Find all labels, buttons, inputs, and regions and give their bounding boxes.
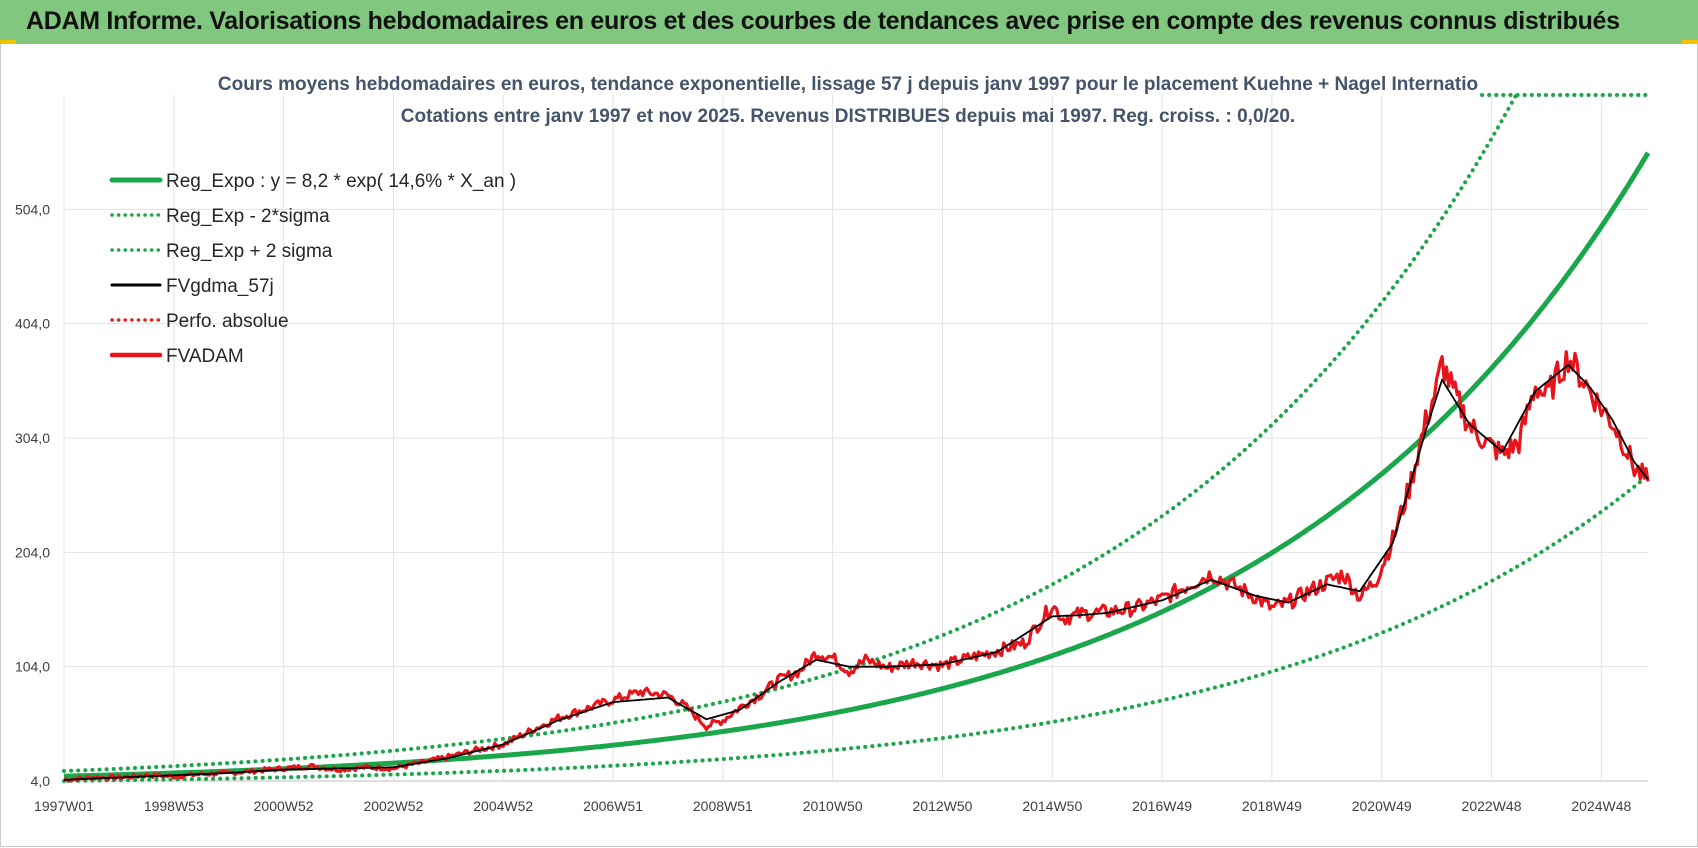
y-tick-label: 304,0 (15, 430, 50, 446)
y-tick-label: 404,0 (15, 316, 50, 332)
x-tick-label: 2020W49 (1352, 798, 1412, 814)
x-tick-label: 2006W51 (583, 798, 643, 814)
series-fvgdma-57j (63, 363, 1649, 781)
x-tick-label: 2004W52 (473, 798, 533, 814)
chart-title-line-1: Cours moyens hebdomadaires en euros, ten… (218, 74, 1478, 95)
chart-title-line-2: Cotations entre janv 1997 et nov 2025. R… (401, 106, 1295, 127)
legend-label: FVADAM (166, 346, 244, 367)
legend-label: FVgdma_57j (166, 276, 274, 297)
x-tick-label: 2000W52 (254, 798, 314, 814)
y-tick-label: 504,0 (15, 201, 50, 217)
x-tick-label: 1997W01 (34, 798, 94, 814)
x-tick-label: 2024W48 (1571, 798, 1631, 814)
legend-label: Reg_Expo : y = 8,2 * exp( 14,6% * X_an ) (166, 171, 516, 192)
x-tick-label: 2010W50 (803, 798, 863, 814)
x-tick-label: 2002W52 (363, 798, 423, 814)
report-title: ADAM Informe. Valorisations hebdomadaire… (26, 7, 1620, 35)
series-fvadam (63, 350, 1650, 783)
x-tick-label: 2018W49 (1242, 798, 1302, 814)
regression-lower-band (62, 473, 1650, 783)
y-tick-label: 104,0 (15, 659, 50, 675)
x-tick-label: 2014W50 (1022, 798, 1082, 814)
y-tick-label: 204,0 (15, 544, 50, 560)
legend-label: Reg_Exp - 2*sigma (166, 206, 330, 227)
chart-title-block: Cours moyens hebdomadaires en euros, ten… (218, 74, 1478, 127)
legend-label: Reg_Exp + 2 sigma (166, 241, 333, 262)
x-tick-label: 2022W48 (1462, 798, 1522, 814)
corner-marker-left (0, 40, 16, 46)
x-axis-ticks: 1997W01 1998W53 2000W52 2002W52 2004W52 2006W… (34, 798, 1631, 814)
gridlines (63, 95, 1648, 782)
chart-legend: Reg_Expo : y = 8,2 * exp( 14,6% * X_an )… (109, 171, 516, 367)
x-tick-label: 2012W50 (913, 798, 973, 814)
regression-expo-line (63, 151, 1651, 779)
chart-curves (62, 93, 1651, 783)
corner-marker-right (1682, 40, 1698, 46)
report-banner: ADAM Informe. Valorisations hebdomadaire… (0, 0, 1698, 45)
y-axis-ticks: 4,0 104,0 204,0 304,0 404,0 504,0 (15, 201, 50, 789)
legend-label: Perfo. absolue (166, 311, 289, 332)
x-tick-label: 2016W49 (1132, 798, 1192, 814)
regression-upper-band (62, 93, 1519, 773)
x-tick-label: 1998W53 (144, 798, 204, 814)
x-tick-label: 2008W51 (693, 798, 753, 814)
y-tick-label: 4,0 (31, 773, 51, 789)
